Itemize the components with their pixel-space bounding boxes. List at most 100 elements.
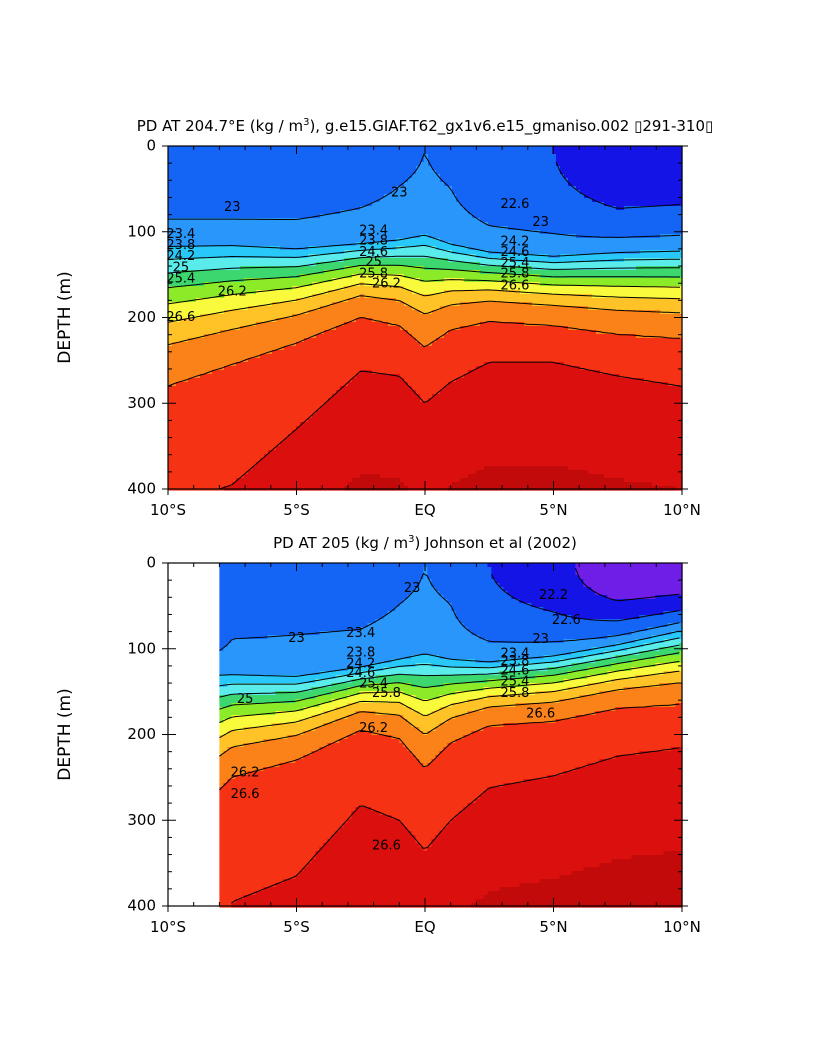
field-cell [384, 154, 389, 159]
field-cell [236, 438, 241, 443]
field-cell [244, 230, 249, 235]
field-cell [268, 470, 273, 475]
field-cell [260, 302, 265, 307]
field-cell [396, 358, 401, 363]
field-cell [372, 410, 377, 415]
field-cell [340, 170, 345, 175]
field-cell [392, 478, 397, 483]
field-cell [244, 414, 249, 419]
field-cell [268, 370, 273, 375]
field-cell [252, 182, 257, 187]
field-cell [224, 238, 229, 243]
field-cell [264, 402, 269, 407]
field-cell [312, 206, 317, 211]
field-cell [184, 170, 189, 175]
field-cell [344, 374, 349, 379]
field-cell [364, 466, 369, 471]
field-cell [328, 206, 333, 211]
field-cell [324, 386, 329, 391]
field-cell [280, 278, 285, 283]
field-cell [340, 478, 345, 483]
field-cell [236, 410, 241, 415]
field-cell [296, 266, 301, 271]
field-cell [292, 178, 297, 183]
field-cell [220, 346, 225, 351]
field-cell [184, 334, 189, 339]
field-cell [348, 162, 353, 167]
field-cell [224, 422, 229, 427]
field-cell [288, 298, 293, 303]
field-cell [180, 486, 185, 491]
field-cell [240, 214, 245, 219]
field-cell [340, 174, 345, 179]
field-cell [320, 382, 325, 387]
field-cell [212, 482, 217, 487]
field-cell [292, 366, 297, 371]
field-cell [332, 310, 337, 315]
field-cell [304, 150, 309, 155]
field-cell [396, 314, 401, 319]
field-cell [364, 330, 369, 335]
field-cell [352, 262, 357, 267]
field-cell [224, 262, 229, 267]
field-cell [216, 326, 221, 331]
field-cell [176, 314, 181, 319]
field-cell [176, 202, 181, 207]
field-cell [292, 290, 297, 295]
field-cell [192, 410, 197, 415]
field-cell [380, 458, 385, 463]
field-cell [208, 158, 213, 163]
field-cell [368, 170, 373, 175]
field-cell [332, 190, 337, 195]
field-cell [384, 250, 389, 255]
field-cell [232, 306, 237, 311]
field-cell [388, 198, 393, 203]
field-cell [248, 178, 253, 183]
field-cell [348, 294, 353, 299]
field-cell [320, 278, 325, 283]
field-cell [236, 282, 241, 287]
field-cell [256, 486, 261, 491]
field-cell [380, 146, 385, 151]
field-cell [304, 222, 309, 227]
field-cell [396, 278, 401, 283]
field-cell [332, 286, 337, 291]
field-cell [212, 382, 217, 387]
field-cell [288, 370, 293, 375]
field-cell [188, 186, 193, 191]
field-cell [316, 330, 321, 335]
field-cell [244, 250, 249, 255]
field-cell [268, 250, 273, 255]
field-cell [372, 178, 377, 183]
field-cell [220, 470, 225, 475]
field-cell [184, 178, 189, 183]
field-cell [252, 246, 257, 251]
field-cell [324, 486, 329, 491]
field-cell [276, 378, 281, 383]
field-cell [328, 306, 333, 311]
field-cell [212, 302, 217, 307]
field-cell [244, 386, 249, 391]
field-cell [224, 242, 229, 247]
field-cell [356, 430, 361, 435]
field-cell [308, 314, 313, 319]
field-cell [232, 318, 237, 323]
field-cell [288, 330, 293, 335]
field-cell [288, 194, 293, 199]
field-cell [192, 226, 197, 231]
field-cell [240, 346, 245, 351]
field-cell [272, 486, 277, 491]
field-cell [224, 158, 229, 163]
field-cell [272, 362, 277, 367]
field-cell [364, 410, 369, 415]
field-cell [380, 150, 385, 155]
field-cell [364, 398, 369, 403]
field-cell [256, 478, 261, 483]
field-cell [340, 150, 345, 155]
field-cell [320, 210, 325, 215]
field-cell [308, 350, 313, 355]
field-cell [348, 374, 353, 379]
field-cell [236, 154, 241, 159]
field-cell [168, 226, 173, 231]
field-cell [196, 178, 201, 183]
